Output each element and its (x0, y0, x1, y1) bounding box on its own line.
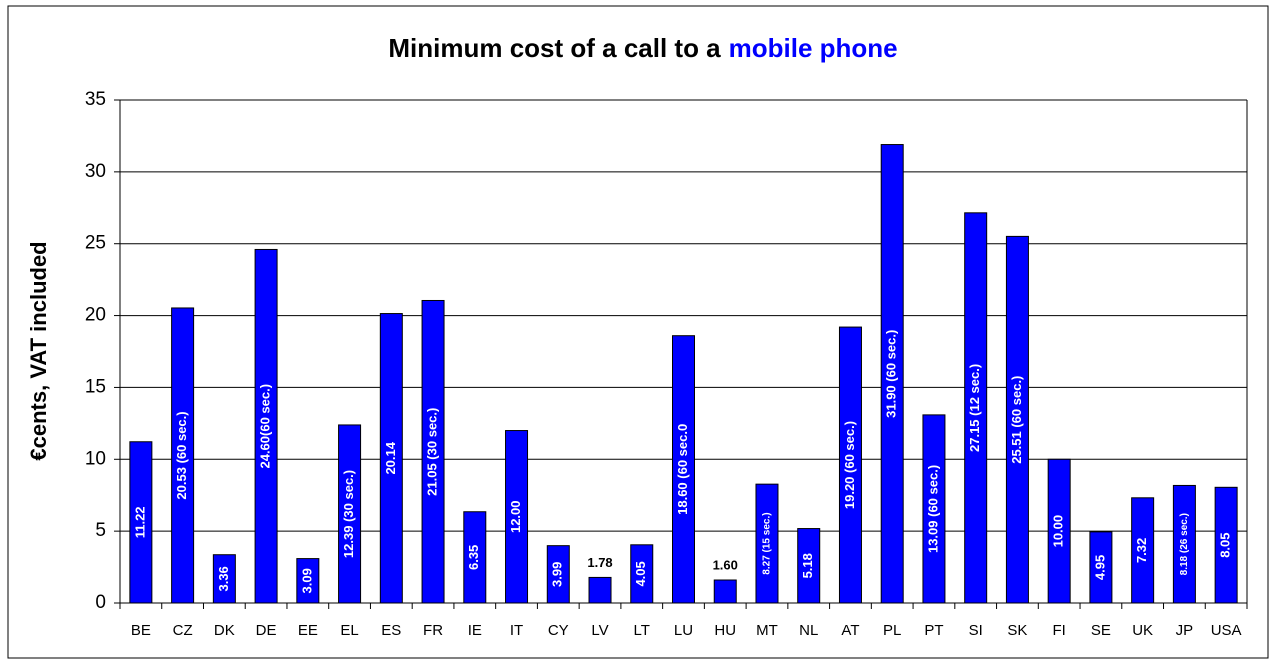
x-tick-label: FR (423, 622, 443, 639)
x-tick-label: EE (298, 622, 318, 639)
y-tick-label: 5 (95, 520, 106, 541)
bar (588, 576, 612, 604)
x-tick-label: PT (924, 622, 943, 639)
y-tick-label: 10 (85, 448, 106, 469)
y-tick-label: 0 (95, 592, 106, 613)
x-tick-label: MT (756, 622, 778, 639)
x-tick-label: LV (591, 622, 608, 639)
value-label: 3.36 (216, 566, 231, 591)
value-label: 24.60(60 sec.) (258, 384, 273, 469)
value-label: 3.99 (550, 562, 565, 587)
value-label: 25.51 (60 sec.) (1009, 376, 1024, 464)
x-tick-label: EL (340, 622, 358, 639)
x-tick-label: SI (969, 622, 983, 639)
x-tick-label: PL (883, 622, 901, 639)
value-label: 12.39 (30 sec.) (341, 470, 356, 558)
x-tick-label: SE (1091, 622, 1111, 639)
y-tick-label: 15 (85, 376, 106, 397)
value-label: 3.09 (299, 568, 314, 593)
y-axis-label: €cents, VAT included (26, 241, 51, 460)
value-label: 4.05 (633, 561, 648, 586)
x-tick-label: IE (468, 622, 482, 639)
x-tick-label: CY (548, 622, 569, 639)
x-tick-label: LT (634, 622, 650, 639)
value-label: 1.78 (587, 555, 612, 570)
value-label: 11.22 (132, 506, 147, 538)
value-label: 1.60 (713, 557, 738, 572)
x-tick-label: CZ (173, 622, 193, 639)
value-label: 27.15 (12 sec.) (967, 364, 982, 452)
value-label: 31.90 (60 sec.) (884, 330, 899, 418)
y-tick-label: 25 (85, 233, 106, 254)
x-tick-label: UK (1132, 622, 1153, 639)
value-label: 13.09 (60 sec.) (925, 465, 940, 553)
value-label: 4.95 (1092, 555, 1107, 580)
title-text: Minimum cost of a call to a (388, 33, 721, 63)
value-label: 20.14 (383, 441, 398, 474)
value-label: 10.00 (1051, 515, 1066, 548)
x-tick-label: USA (1211, 622, 1242, 639)
x-tick-label: IT (510, 622, 523, 639)
value-label: 8.05 (1218, 532, 1233, 557)
x-tick-label: FI (1052, 622, 1065, 639)
x-tick-label: AT (841, 622, 859, 639)
y-tick-label: 30 (85, 161, 106, 182)
x-tick-label: HU (714, 622, 736, 639)
value-label: 18.60 (60 sec.0 (675, 424, 690, 515)
y-tick-label: 20 (85, 305, 106, 326)
value-label: 19.20 (60 sec.) (842, 421, 857, 509)
value-label: 21.05 (30 sec.) (424, 408, 439, 496)
bar (713, 579, 737, 604)
x-tick-label: DE (256, 622, 277, 639)
value-label: 5.18 (800, 553, 815, 578)
x-tick-label: SK (1007, 622, 1027, 639)
x-tick-label: LU (674, 622, 693, 639)
x-tick-label: NL (799, 622, 818, 639)
x-tick-label: BE (131, 622, 151, 639)
x-tick-label: JP (1176, 622, 1194, 639)
value-label: 20.53 (60 sec.) (174, 411, 189, 499)
y-tick-label: 35 (85, 89, 106, 110)
value-label: 8.27 (15 sec.) (762, 512, 773, 574)
value-label: 6.35 (466, 545, 481, 570)
title-highlight: mobile phone (729, 33, 898, 63)
value-label: 12.00 (508, 500, 523, 533)
x-tick-label: DK (214, 622, 235, 639)
value-label: 7.32 (1134, 538, 1149, 563)
x-tick-label: ES (381, 622, 401, 639)
value-label: 8.18 (26 sec.) (1179, 513, 1190, 575)
chart-title: Minimum cost of a call to a mobile phone (388, 33, 897, 63)
